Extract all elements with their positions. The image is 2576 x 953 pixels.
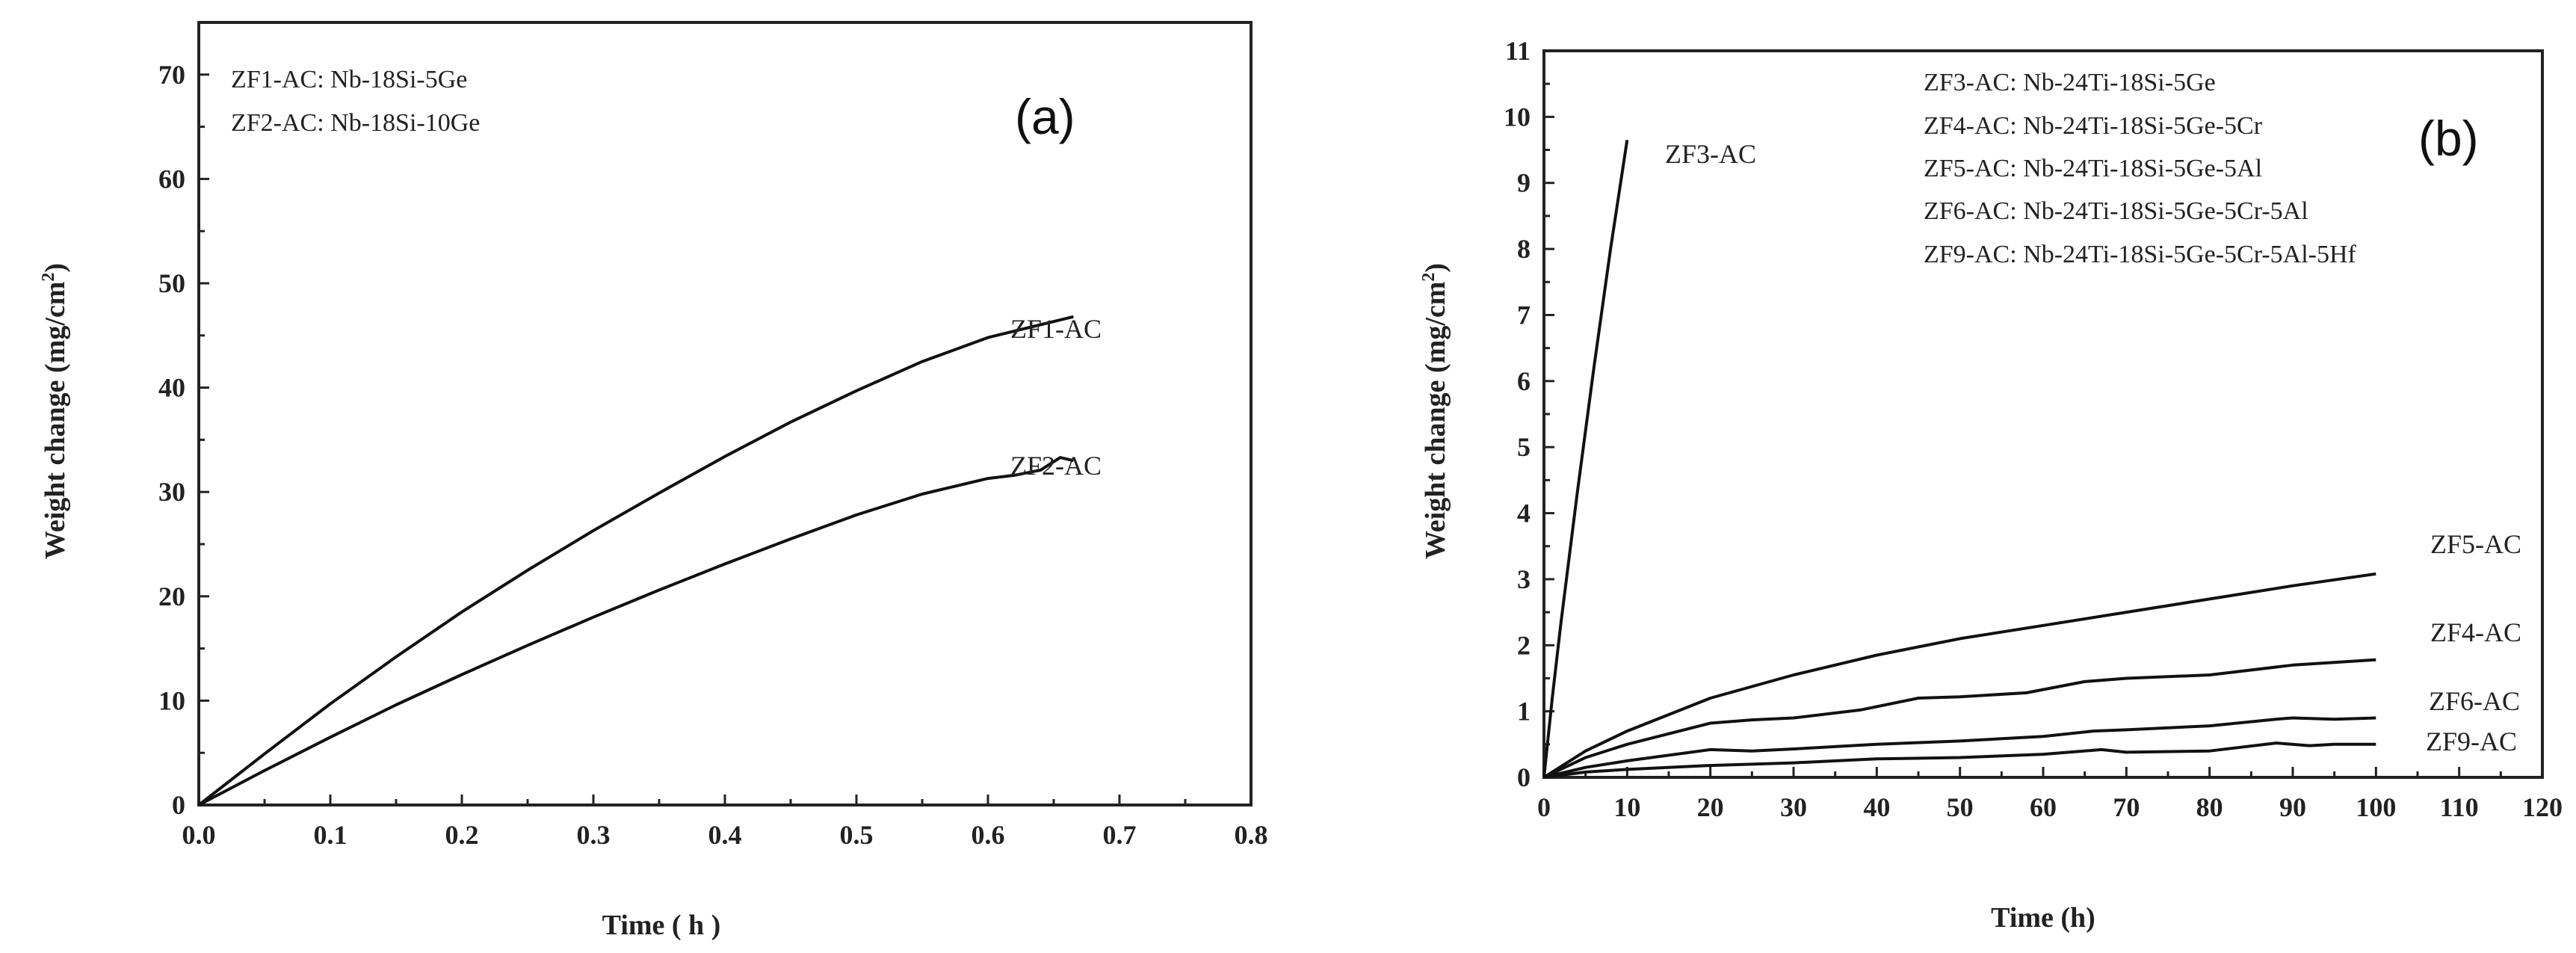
x-tick-label-b-5: 50 xyxy=(1947,792,1974,822)
x-tick-label-b-0: 0 xyxy=(1537,792,1551,822)
x-tick-label-a-7: 0.7 xyxy=(1103,820,1137,850)
x-tick-label-a-1: 0.1 xyxy=(314,820,348,850)
panel-label-a: (a) xyxy=(1015,89,1075,144)
y-axis-title-b: Weight change (mg/cm2) xyxy=(1419,263,1451,559)
y-axis-ticks-b: 0 1 2 3 4 5 6 7 8 9 10 11 xyxy=(1504,36,1554,792)
y-axis-title-a: Weight change (mg/cm2) xyxy=(39,263,71,559)
y-tick-label-a-7: 70 xyxy=(158,60,185,90)
series-line-zf1-ac xyxy=(197,315,1074,806)
x-tick-label-a-5: 0.5 xyxy=(840,820,874,850)
x-tick-label-a-3: 0.3 xyxy=(577,820,611,850)
y-axis-title-a-main: Weight change (mg/cm xyxy=(40,282,71,560)
legend-entry-b-2: ZF5-AC: Nb-24Ti-18Si-5Ge-5Al xyxy=(1924,155,2262,182)
x-tick-label-a-0: 0.0 xyxy=(182,820,216,850)
series-annotation-b-2: ZF4-AC xyxy=(2430,617,2521,647)
y-axis-title-b-main: Weight change (mg/cm xyxy=(1420,282,1451,560)
y-tick-label-a-3: 30 xyxy=(158,477,185,507)
legend-entry-a-1: ZF2-AC: Nb-18Si-10Ge xyxy=(231,109,480,137)
y-tick-label-a-2: 20 xyxy=(158,582,185,611)
x-tick-label-a-8: 0.8 xyxy=(1235,820,1268,850)
x-axis-title-a: Time ( h ) xyxy=(602,910,721,941)
y-tick-label-b-0: 0 xyxy=(1517,762,1531,792)
x-tick-label-b-11: 110 xyxy=(2440,792,2479,822)
x-tick-label-a-4: 0.4 xyxy=(708,820,742,850)
y-tick-label-b-4: 4 xyxy=(1517,499,1531,528)
x-tick-label-b-2: 20 xyxy=(1697,792,1724,822)
x-tick-label-b-12: 120 xyxy=(2522,792,2563,822)
x-tick-label-b-7: 70 xyxy=(2113,792,2140,822)
x-tick-label-b-8: 80 xyxy=(2196,792,2223,822)
y-axis-title-a-tail: ) xyxy=(40,263,71,273)
series-annotation-b-1: ZF5-AC xyxy=(2430,529,2521,559)
legend-entry-a-0: ZF1-AC: Nb-18Si-5Ge xyxy=(231,66,467,93)
y-tick-label-a-1: 10 xyxy=(158,685,185,715)
x-tick-label-a-6: 0.6 xyxy=(972,820,1005,850)
series-line-zf3-ac xyxy=(1542,139,1629,778)
y-axis-title-b-tail: ) xyxy=(1420,263,1451,273)
x-tick-label-b-10: 100 xyxy=(2356,792,2396,822)
series-annotation-b-4: ZF9-AC xyxy=(2426,727,2517,756)
series-lines-b xyxy=(1542,139,2376,779)
y-tick-label-b-6: 6 xyxy=(1517,366,1531,396)
y-tick-label-b-2: 2 xyxy=(1517,630,1531,660)
y-tick-label-b-7: 7 xyxy=(1517,300,1531,330)
y-tick-label-b-9: 9 xyxy=(1517,168,1531,198)
legend-entry-b-3: ZF6-AC: Nb-24Ti-18Si-5Ge-5Cr-5Al xyxy=(1924,197,2308,225)
y-tick-label-a-5: 50 xyxy=(158,268,185,298)
y-tick-label-a-6: 60 xyxy=(158,164,185,194)
y-tick-label-b-10: 10 xyxy=(1504,102,1531,132)
series-lines-a xyxy=(197,315,1074,806)
x-tick-label-b-4: 40 xyxy=(1863,792,1890,822)
series-annotation-b-3: ZF6-AC xyxy=(2429,686,2520,716)
legend-entry-b-4: ZF9-AC: Nb-24Ti-18Si-5Ge-5Cr-5Al-5Hf xyxy=(1924,241,2357,268)
series-line-zf9-ac xyxy=(1543,741,2376,779)
series-annotation-a-1: ZF2-AC xyxy=(1010,451,1102,481)
y-tick-label-b-1: 1 xyxy=(1517,697,1531,727)
y-tick-label-a-0: 0 xyxy=(172,790,185,820)
y-axis-ticks-a: 0 10 20 30 40 50 60 70 xyxy=(158,21,209,820)
y-tick-label-b-8: 8 xyxy=(1517,234,1531,264)
y-tick-label-b-5: 5 xyxy=(1517,432,1531,462)
legend-entry-b-1: ZF4-AC: Nb-24Ti-18Si-5Ge-5Cr xyxy=(1924,112,2263,140)
series-annotation-b-0: ZF3-AC xyxy=(1665,139,1756,169)
x-tick-label-b-9: 90 xyxy=(2279,792,2306,822)
chart-panel-b: 0 10 20 30 40 50 60 70 80 90 100 110 120 0 1 2 3 4 5 6 7 8 9 1… xyxy=(1419,36,2563,934)
y-axis-title-b-sup: 2 xyxy=(1419,273,1439,282)
legend-entry-b-0: ZF3-AC: Nb-24Ti-18Si-5Ge xyxy=(1924,69,2216,96)
series-line-zf4-ac xyxy=(1543,658,2376,779)
x-tick-label-a-2: 0.2 xyxy=(445,820,479,850)
x-axis-ticks-a: 0.0 0.1 0.2 0.3 0.4 0.5 0.6 0.7 0.8 xyxy=(182,795,1268,850)
chart-panel-a: 0.0 0.1 0.2 0.3 0.4 0.5 0.6 0.7 0.8 0 10 20 30 40 50 6… xyxy=(39,21,1268,941)
y-tick-label-b-3: 3 xyxy=(1517,564,1531,594)
y-tick-label-b-11: 11 xyxy=(1505,36,1531,66)
panel-label-b: (b) xyxy=(2418,111,2479,166)
x-tick-label-b-3: 30 xyxy=(1780,792,1807,822)
y-tick-label-a-4: 40 xyxy=(158,373,185,403)
x-tick-label-b-6: 60 xyxy=(2030,792,2057,822)
x-tick-label-b-1: 10 xyxy=(1613,792,1640,822)
x-axis-title-b: Time (h) xyxy=(1991,902,2095,934)
x-axis-ticks-b: 0 10 20 30 40 50 60 70 80 90 100 110 120 xyxy=(1537,767,2563,822)
y-axis-title-a-sup: 2 xyxy=(39,273,58,282)
series-annotation-a-0: ZF1-AC xyxy=(1010,314,1102,344)
plot-frame-a xyxy=(197,21,1253,806)
series-line-zf6-ac xyxy=(1543,716,2376,779)
series-line-zf5-ac xyxy=(1542,572,2376,779)
series-line-zf2-ac xyxy=(198,456,1074,806)
